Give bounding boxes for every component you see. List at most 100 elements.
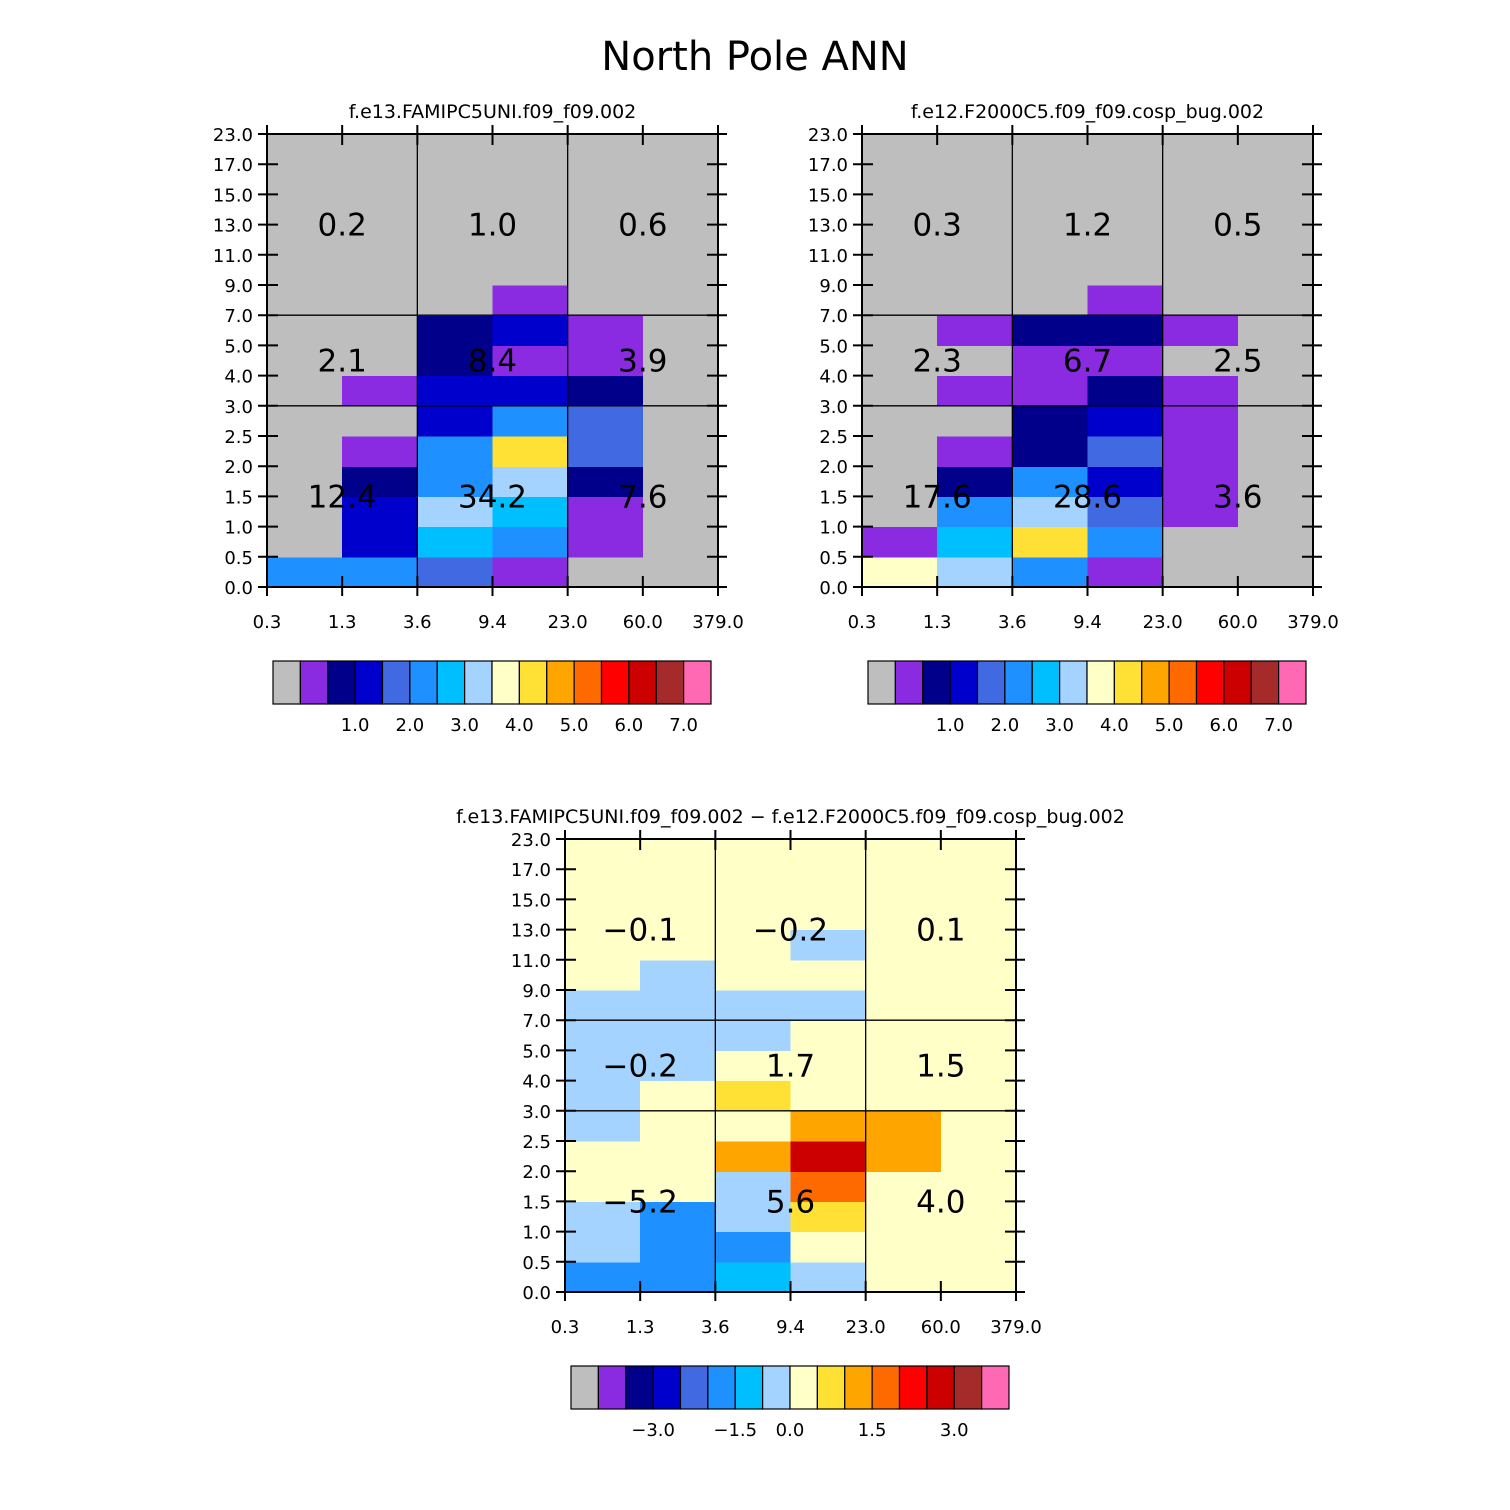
heatmap-cell xyxy=(862,345,938,377)
heatmap-cell xyxy=(790,1080,867,1112)
heatmap-cell xyxy=(567,375,644,407)
heatmap-cell xyxy=(1162,375,1239,407)
heatmap-cell xyxy=(640,839,716,870)
colorbar-swatch xyxy=(625,1365,654,1410)
x-tick-label: 379.0 xyxy=(990,1317,1042,1338)
heatmap-cell xyxy=(417,134,494,165)
heatmap-cell xyxy=(865,1201,942,1233)
heatmap-cell xyxy=(1012,526,1089,558)
y-tick-label: 7.0 xyxy=(819,306,848,327)
heatmap-cell xyxy=(642,224,719,256)
colorbar-swatch xyxy=(707,1365,736,1410)
heatmap-cell xyxy=(1087,436,1164,467)
colorbar-swatch xyxy=(871,1365,901,1410)
x-tick-label: 23.0 xyxy=(846,1317,886,1338)
group-total-label: 2.3 xyxy=(913,344,962,380)
heatmap-cell xyxy=(642,194,719,226)
heatmap-cell xyxy=(937,164,1013,195)
heatmap-cell xyxy=(267,466,343,497)
heatmap-cell xyxy=(715,899,792,931)
colorbar-swatch xyxy=(1168,660,1198,705)
y-tick-label: 15.0 xyxy=(511,890,551,911)
heatmap-cell xyxy=(492,315,569,346)
group-total-label: 12.4 xyxy=(308,479,377,515)
group-dividers xyxy=(267,134,718,587)
heatmap-cell xyxy=(937,315,1013,346)
x-tick-label: 1.3 xyxy=(923,612,952,633)
heatmap-cell xyxy=(940,869,1017,900)
colorbar-label: −1.5 xyxy=(713,1420,757,1441)
y-tick-label: 0.0 xyxy=(522,1283,551,1304)
heatmap-cell xyxy=(1237,405,1314,437)
heatmap-cell xyxy=(492,224,569,256)
heatmap-cell xyxy=(862,375,938,407)
colorbar-swatch xyxy=(922,660,951,705)
heatmap-cell xyxy=(492,285,569,316)
heatmap-cell xyxy=(417,526,494,558)
group-total-label: −0.1 xyxy=(603,913,678,949)
x-tick-label: 9.4 xyxy=(776,1317,805,1338)
heatmap-cell xyxy=(267,194,343,226)
heatmap-cell xyxy=(342,254,418,286)
heatmap-cell xyxy=(565,1171,641,1202)
y-tick-label: 7.0 xyxy=(224,306,253,327)
y-tick-label: 5.0 xyxy=(224,336,253,357)
heatmap-cells xyxy=(565,839,1017,1293)
heatmap-cell xyxy=(1012,405,1089,437)
heatmap-cell xyxy=(417,405,494,437)
heatmap-cell xyxy=(642,405,719,437)
heatmap-cell xyxy=(1012,466,1089,497)
heatmap-cell xyxy=(1237,345,1314,377)
y-tick-label: 1.0 xyxy=(224,518,253,539)
colorbar-label: 2.0 xyxy=(991,715,1020,736)
colorbar-swatch xyxy=(679,1365,709,1410)
colorbar-swatch xyxy=(652,1365,682,1410)
colorbar-swatch xyxy=(327,660,356,705)
colorbar-swatch xyxy=(1223,660,1252,705)
heatmap-cell xyxy=(565,959,641,991)
heatmap-cell xyxy=(565,1141,641,1172)
heatmap-cell xyxy=(492,526,569,558)
heatmap-cell xyxy=(642,315,719,346)
group-dividers xyxy=(565,839,1016,1292)
heatmap-cell xyxy=(417,164,494,195)
heatmap-cell xyxy=(715,1231,792,1263)
heatmap-cell xyxy=(862,496,938,528)
y-tick-label: 1.5 xyxy=(224,487,253,508)
heatmap-cell xyxy=(865,839,942,870)
colorbar-swatch xyxy=(816,1365,846,1410)
group-total-label: 0.3 xyxy=(913,208,962,244)
heatmap-cell xyxy=(1012,315,1089,346)
heatmap-cell xyxy=(940,929,1017,961)
heatmap-cell xyxy=(492,375,569,407)
heatmap-cell xyxy=(267,496,343,528)
heatmap-cell xyxy=(862,224,938,256)
heatmap-cell xyxy=(567,526,644,558)
heatmap-cell xyxy=(862,254,938,286)
colorbar-label: 5.0 xyxy=(1155,715,1184,736)
panel-1: f.e13.FAMIPC5UNI.f09_f09.002 0.0 0.5 1.0 1.5… xyxy=(213,101,744,736)
colorbar-swatch xyxy=(655,660,685,705)
colorbar-swatch xyxy=(976,660,1006,705)
heatmap-cell xyxy=(940,1110,1017,1142)
heatmap-cell xyxy=(342,224,418,256)
heatmap-cell xyxy=(642,526,719,558)
heatmap-cell xyxy=(267,285,343,316)
heatmap-cell xyxy=(940,1020,1017,1051)
colorbar-label: 4.0 xyxy=(505,715,534,736)
heatmap-cell xyxy=(865,869,942,900)
heatmap-cell xyxy=(940,1231,1017,1263)
x-tick-label: 60.0 xyxy=(1218,612,1258,633)
heatmap-cell xyxy=(940,1171,1017,1202)
colorbar-swatch xyxy=(518,660,548,705)
colorbar-swatch xyxy=(762,1365,791,1410)
heatmap-cell xyxy=(715,839,792,870)
heatmap-cell xyxy=(565,1261,641,1293)
heatmap-cell xyxy=(1087,224,1164,256)
heatmap-cell xyxy=(1162,556,1239,588)
heatmap-cell xyxy=(640,1020,716,1051)
heatmap-cell xyxy=(790,1261,867,1293)
y-tick-label: 2.0 xyxy=(224,457,253,478)
heatmap-cell xyxy=(940,1141,1017,1172)
heatmap-cell xyxy=(642,345,719,377)
